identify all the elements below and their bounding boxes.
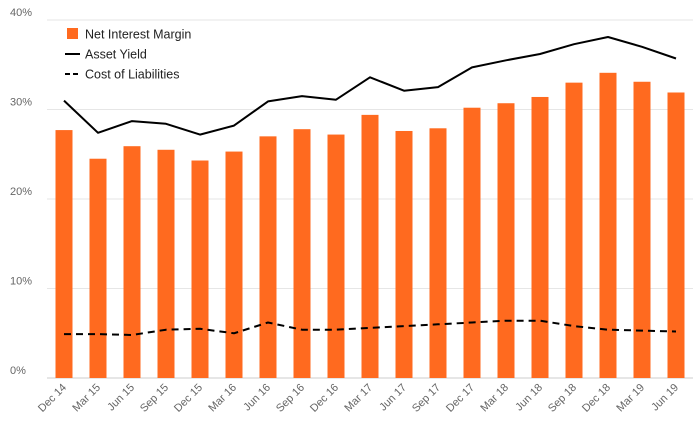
x-tick-label: Dec 15 xyxy=(172,382,205,415)
y-tick-label: 10% xyxy=(10,276,32,288)
bar-net-interest-margin xyxy=(55,130,73,378)
x-tick-label: Jun 17 xyxy=(377,382,409,414)
x-tick-label: Mar 16 xyxy=(206,382,239,415)
bar-net-interest-margin xyxy=(225,151,243,378)
x-tick-label: Jun 15 xyxy=(105,382,137,414)
x-tick-label: Sep 16 xyxy=(274,382,307,415)
x-tick-label: Dec 16 xyxy=(308,382,341,415)
legend-label-cost-of-liabilities: Cost of Liabilities xyxy=(85,68,180,82)
line-asset-yield xyxy=(63,36,677,136)
x-tick-label: Dec 14 xyxy=(36,382,69,415)
x-axis-ticks: Dec 14 Mar 15 Jun 15 Sep 15 Dec 15 Mar 16 Jun … xyxy=(36,382,681,415)
bar-net-interest-margin xyxy=(395,130,413,378)
bar-net-interest-margin xyxy=(429,128,447,378)
y-axis-ticks: 0% 10% 20% 30% 40% xyxy=(10,7,32,377)
bar-net-interest-margin xyxy=(191,160,209,378)
bar-net-interest-margin xyxy=(157,149,175,378)
legend-swatch-net-interest-margin xyxy=(67,28,78,39)
x-tick-label: Jun 16 xyxy=(241,382,273,414)
x-tick-label: Mar 17 xyxy=(342,382,375,415)
bar-net-interest-margin xyxy=(89,158,107,378)
x-tick-label: Mar 18 xyxy=(478,382,511,415)
lines-layer xyxy=(63,36,677,336)
legend: Net Interest Margin Asset Yield Cost of … xyxy=(65,28,191,82)
x-tick-label: Jun 19 xyxy=(649,382,681,414)
x-tick-label: Mar 19 xyxy=(614,382,647,415)
bar-net-interest-margin xyxy=(565,82,583,379)
y-tick-label: 0% xyxy=(10,365,26,377)
bar-net-interest-margin xyxy=(327,134,345,378)
bar-net-interest-margin xyxy=(361,114,379,379)
x-tick-label: Sep 15 xyxy=(138,382,171,415)
y-tick-label: 20% xyxy=(10,186,32,198)
x-tick-label: Dec 18 xyxy=(580,382,613,415)
x-tick-label: Sep 17 xyxy=(410,382,443,415)
y-tick-label: 40% xyxy=(10,7,32,19)
bar-net-interest-margin xyxy=(599,72,617,379)
bars-layer xyxy=(55,72,685,379)
x-tick-label: Jun 18 xyxy=(513,382,545,414)
bar-net-interest-margin xyxy=(531,96,549,378)
x-tick-label: Sep 18 xyxy=(546,382,579,415)
bar-net-interest-margin xyxy=(633,81,651,378)
bar-net-interest-margin xyxy=(259,136,277,378)
bar-net-interest-margin xyxy=(463,107,481,379)
bar-net-interest-margin xyxy=(497,103,515,379)
legend-label-net-interest-margin: Net Interest Margin xyxy=(85,28,191,42)
y-tick-label: 30% xyxy=(10,97,32,109)
bar-net-interest-margin xyxy=(667,92,685,379)
x-tick-label: Mar 15 xyxy=(70,382,103,415)
line-cost-of-liabilities xyxy=(64,319,677,336)
bar-net-interest-margin xyxy=(293,129,311,378)
legend-label-asset-yield: Asset Yield xyxy=(85,48,147,62)
bar-net-interest-margin xyxy=(123,146,141,378)
x-tick-label: Dec 17 xyxy=(444,382,477,415)
